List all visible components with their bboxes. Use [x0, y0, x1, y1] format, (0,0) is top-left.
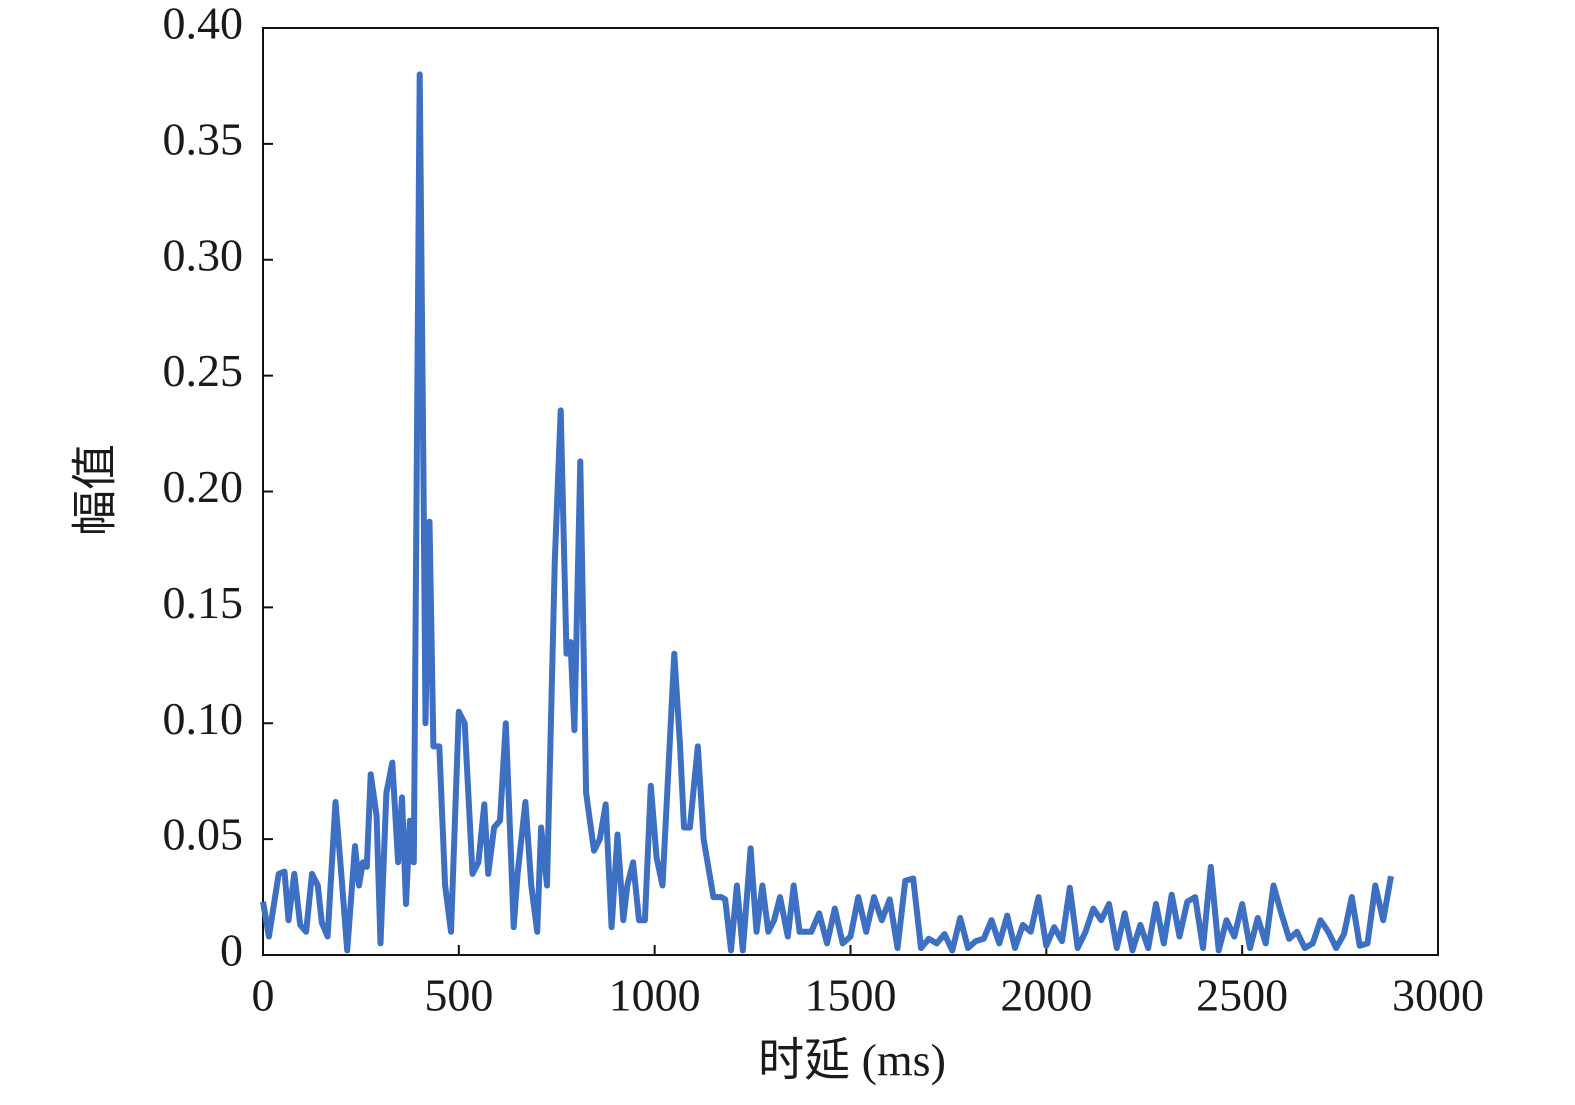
x-tick-label: 1000 [609, 970, 701, 1021]
y-tick-label: 0.40 [163, 0, 244, 49]
x-tick-label: 500 [424, 970, 493, 1021]
x-tick-label: 2500 [1196, 970, 1288, 1021]
y-tick-label: 0.20 [163, 461, 244, 512]
y-tick-label: 0.25 [163, 345, 244, 396]
x-axis-label: 时延 (ms) [758, 1035, 946, 1086]
y-tick-label: 0.15 [163, 577, 244, 628]
y-tick-label: 0 [220, 925, 243, 976]
y-tick-label: 0.35 [163, 113, 244, 164]
y-tick-label: 0.10 [163, 693, 244, 744]
x-tick-label: 0 [252, 970, 275, 1021]
y-tick-label: 0.30 [163, 229, 244, 280]
x-tick-label: 2000 [1000, 970, 1092, 1021]
y-axis-label: 幅值 [70, 444, 121, 536]
data-line [260, 71, 1394, 954]
x-tick-label: 3000 [1392, 970, 1484, 1021]
y-tick-label: 0.05 [163, 809, 244, 860]
x-tick-label: 1500 [805, 970, 897, 1021]
